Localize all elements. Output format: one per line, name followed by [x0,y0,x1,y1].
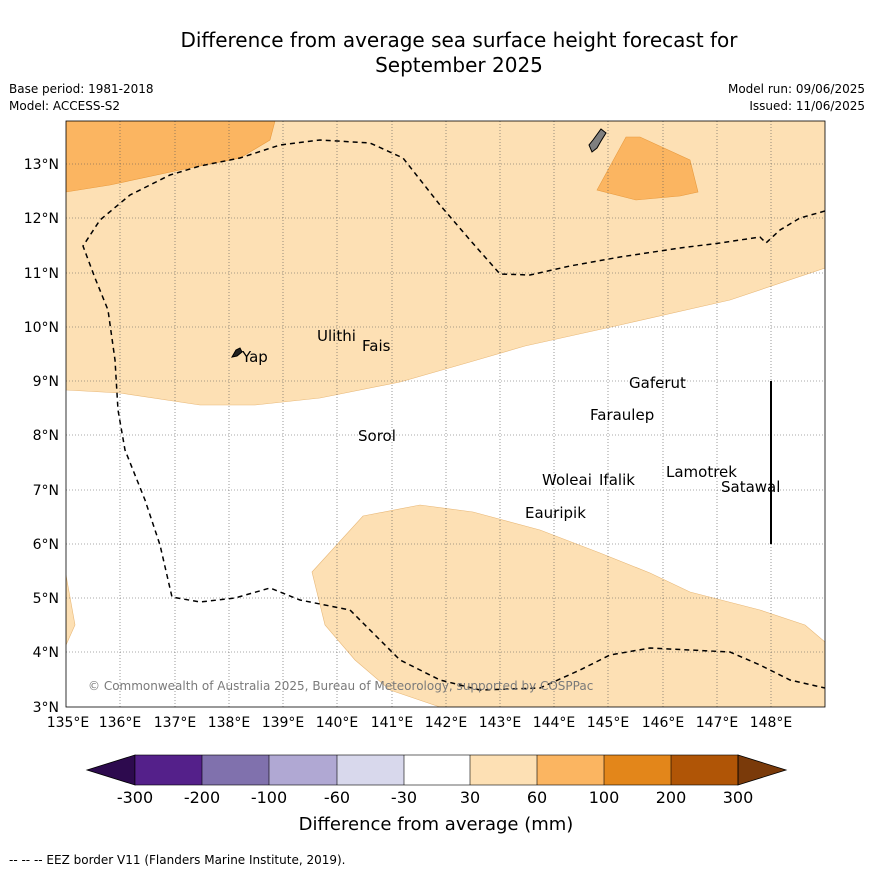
colorbar-tick-label: 100 [589,788,620,807]
lat-tick-label: 9°N [33,374,59,390]
chart-title: Difference from average sea surface heig… [0,28,873,78]
lon-tick-label: 138°E [208,715,251,731]
lat-tick-label: 4°N [33,645,59,661]
guam-island [588,128,607,153]
place-label: Gaferut [629,374,686,392]
lon-tick-label: 143°E [479,715,522,731]
lat-tick-label: 5°N [33,591,59,607]
lat-tick-label: 13°N [24,157,59,173]
colorbar-tick-label: -30 [391,788,417,807]
issued-text: Issued: 11/06/2025 [749,99,865,113]
colorbar-segment [202,755,269,785]
colorbar-segment [671,755,738,785]
lon-tick-label: 146°E [642,715,685,731]
lon-tick-label: 139°E [262,715,305,731]
colorbar-segment [537,755,604,785]
colorbar-tick-label: -300 [117,788,153,807]
colorbar-segment [269,755,337,785]
colorbar-tick-label: 300 [723,788,754,807]
lon-axis: 135°E 136°E 137°E 138°E 139°E 140°E 141°… [47,715,793,731]
map-area: © Commonwealth of Australia 2025, Bureau… [66,121,825,707]
anomaly-30-60-west-sliver [66,574,76,646]
map-frame [65,120,826,708]
lon-tick-label: 141°E [371,715,414,731]
colorbar-tick-label: -200 [184,788,220,807]
colorbar-extend-low [85,754,136,786]
place-labels: Yap Ulithi Fais Gaferut Faraulep Sorol L… [241,327,780,522]
colorbar-segment [337,755,404,785]
lat-tick-label: 11°N [24,266,59,282]
place-label: Eauripik [525,504,586,522]
lon-tick-label: 140°E [316,715,359,731]
lat-tick-label: 7°N [33,483,59,499]
colorbar-label: Difference from average (mm) [299,814,574,835]
gridlines [66,121,825,707]
lat-tick-label: 3°N [33,700,59,716]
lat-tick-label: 6°N [33,537,59,553]
place-label: Woleai [542,471,592,489]
colorbar-tick-label: -100 [251,788,287,807]
lon-tick-label: 137°E [154,715,197,731]
colorbar-tick-label: 60 [527,788,547,807]
colorbar-extend-high [737,754,788,786]
lon-tick-label: 136°E [99,715,142,731]
lon-tick-label: 147°E [696,715,739,731]
colorbar-segment [470,755,537,785]
model-run-text: Model run: 09/06/2025 [727,82,865,96]
colorbar-tick-label: 200 [656,788,687,807]
anomaly-30-60-south [311,504,825,707]
title-line-2: September 2025 [375,53,543,77]
title-line-1: Difference from average sea surface heig… [180,28,738,52]
colorbar-tick-label: 30 [460,788,480,807]
meta-left: Base period: 1981-2018 Model: ACCESS-S2 [9,81,154,115]
eez-border [82,139,825,691]
colorbar: -300 -200 -100 -60 -30 30 60 100 200 300… [85,754,788,835]
place-label: Ifalik [599,471,635,489]
place-label: Satawal [721,478,780,496]
place-label: Faraulep [590,406,654,424]
base-period-text: Base period: 1981-2018 [9,82,154,96]
lon-tick-label: 135°E [47,715,90,731]
lat-tick-label: 12°N [24,211,59,227]
colorbar-segment [404,755,470,785]
anomaly-60-100-northeast [596,136,699,201]
place-label: Sorol [358,427,396,445]
yap-island [231,347,243,358]
meta-right: Model run: 09/06/2025 Issued: 11/06/2025 [728,81,865,115]
lon-tick-label: 145°E [587,715,630,731]
copyright-text: © Commonwealth of Australia 2025, Bureau… [88,679,593,693]
place-label: Ulithi [317,327,356,345]
place-label: Yap [241,348,268,366]
lon-tick-label: 148°E [750,715,793,731]
place-label: Fais [362,337,391,355]
lon-tick-label: 142°E [425,715,468,731]
colorbar-tick-label: -60 [324,788,350,807]
colorbar-segment [135,755,202,785]
lat-axis: 3°N 4°N 5°N 6°N 7°N 8°N 9°N 10°N 11°N 12… [24,157,59,716]
lat-tick-label: 10°N [24,320,59,336]
place-label: Lamotrek [666,463,737,481]
lon-tick-label: 144°E [533,715,576,731]
eez-footnote: -- -- -- EEZ border V11 (Flanders Marine… [9,853,346,867]
colorbar-segment [604,755,671,785]
lat-tick-label: 8°N [33,428,59,444]
model-text: Model: ACCESS-S2 [9,99,121,113]
